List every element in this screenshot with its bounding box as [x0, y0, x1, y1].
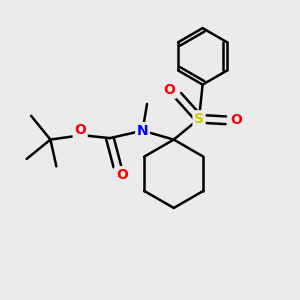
Text: O: O: [116, 168, 128, 182]
Text: O: O: [164, 83, 175, 97]
Text: O: O: [230, 113, 242, 127]
Text: S: S: [194, 112, 204, 126]
Text: N: N: [137, 124, 148, 138]
Text: O: O: [74, 123, 86, 137]
